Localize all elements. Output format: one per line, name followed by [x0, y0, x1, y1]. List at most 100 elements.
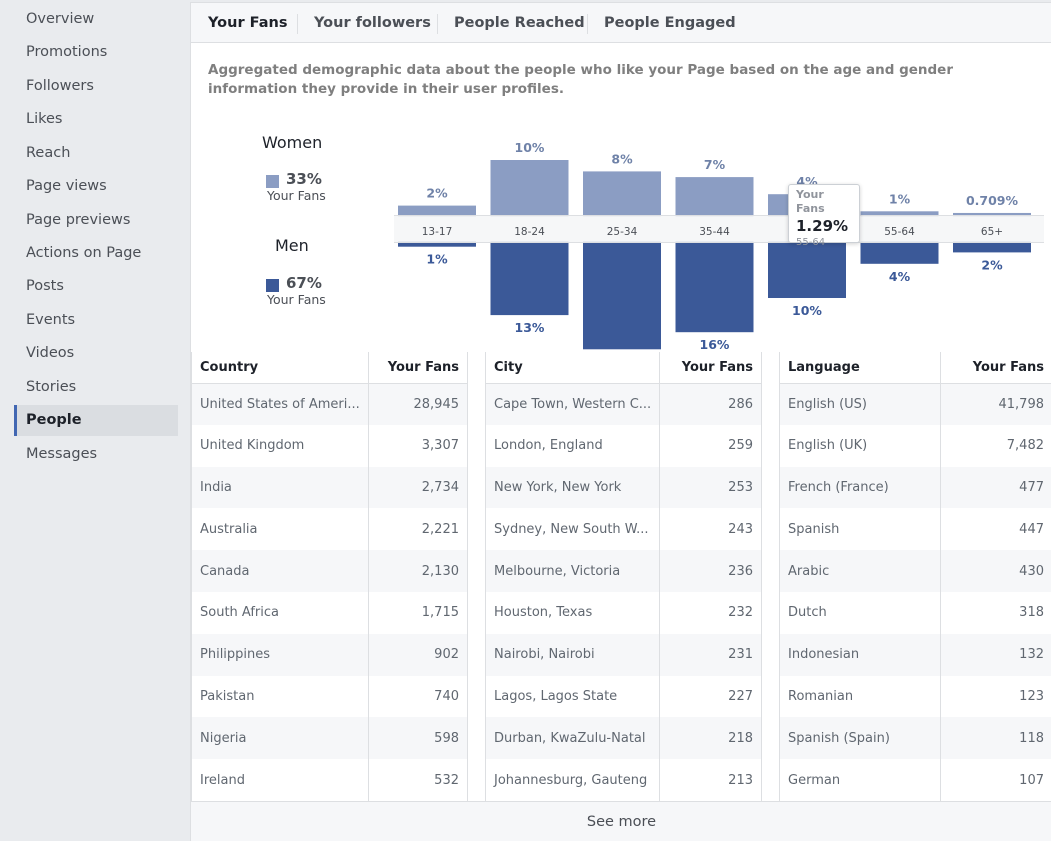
table-cell-fans: 2,130	[368, 550, 467, 592]
table-row: Cape Town, Western C... 286	[486, 383, 761, 425]
sidebar-item-page-previews[interactable]: Page previews	[26, 212, 131, 228]
tab-your-fans[interactable]: Your Fans	[208, 15, 288, 31]
table-cell-name: Johannesburg, Gauteng	[486, 759, 661, 801]
legend-women-swatch	[266, 175, 279, 188]
table-cell-fans: 227	[659, 675, 761, 718]
bar-men-65+[interactable]	[953, 241, 1031, 253]
sidebar-item-stories[interactable]: Stories	[26, 379, 77, 395]
table-row: India 2,734	[192, 466, 467, 509]
table-row: Johannesburg, Gauteng 213	[486, 759, 761, 801]
table-row: Spanish (Spain) 118	[780, 717, 1051, 760]
bar-women-65+[interactable]	[953, 212, 1031, 217]
sidebar-item-people[interactable]: People	[14, 405, 178, 436]
table-row: German 107	[780, 759, 1051, 801]
table-cell-name: Sydney, New South W...	[486, 508, 661, 551]
legend-men-title: Men	[275, 236, 309, 255]
table-row: Spanish 447	[780, 508, 1051, 551]
sidebar-item-page-views[interactable]: Page views	[26, 178, 107, 194]
table-cell-name: Cape Town, Western C...	[486, 383, 661, 425]
table-cell-name: Houston, Texas	[486, 591, 661, 634]
age-tick-label: 25-34	[607, 226, 638, 238]
bar-label-men: 2%	[981, 257, 1003, 272]
bar-women-18-24[interactable]	[490, 160, 569, 217]
sidebar-item-promotions[interactable]: Promotions	[26, 44, 108, 60]
table-header-row: City Your Fans	[486, 352, 761, 384]
main-panel: Your Fans Your followers People Reached …	[190, 2, 1051, 841]
table-cell-fans: 243	[659, 508, 761, 551]
sidebar-item-videos[interactable]: Videos	[26, 345, 75, 361]
table-cell-name: New York, New York	[486, 466, 661, 509]
city-table: City Your Fans Cape Town, Western C... 28…	[486, 352, 761, 801]
legend-women-title: Women	[262, 133, 323, 152]
tab-people-reached[interactable]: People Reached	[454, 15, 585, 31]
bar-women-25-34[interactable]	[583, 171, 661, 217]
bar-women-13-17[interactable]	[398, 205, 476, 217]
table-cell-fans: 740	[368, 675, 467, 718]
table-cell-fans: 532	[368, 759, 467, 801]
tab-your-followers[interactable]: Your followers	[314, 15, 431, 31]
age-gender-chart-svg: 2%1%10%13%8%19%7%16%4%10%1%4%0.709%2%	[398, 140, 1031, 369]
tab-people-engaged[interactable]: People Engaged	[604, 15, 736, 31]
table-cell-name: London, England	[486, 424, 661, 467]
bar-men-25-34[interactable]	[583, 241, 661, 350]
sidebar-item-overview[interactable]: Overview	[26, 11, 95, 27]
table-cell-name: Romanian	[780, 675, 941, 718]
tab-bar: Your Fans Your followers People Reached …	[191, 3, 1051, 43]
table-cell-fans: 286	[659, 383, 761, 425]
table-row: Romanian 123	[780, 675, 1051, 718]
table-cell-name: Ireland	[192, 759, 369, 801]
sidebar-item-reach[interactable]: Reach	[26, 145, 71, 161]
table-cell-name: Australia	[192, 508, 369, 551]
bar-women-35-44[interactable]	[675, 177, 754, 217]
table-cell-fans: 1,715	[368, 591, 467, 634]
legend-men-percent: 67%	[286, 274, 322, 292]
table-cell-name: United Kingdom	[192, 424, 369, 467]
table-cell-name: English (US)	[780, 383, 941, 425]
legend-men-label: Your Fans	[267, 292, 326, 307]
sidebar-item-messages[interactable]: Messages	[26, 446, 98, 462]
page-description: Aggregated demographic data about the pe…	[208, 62, 953, 97]
table-cell-fans: 902	[368, 633, 467, 676]
bar-label-men: 10%	[792, 303, 822, 318]
bar-men-13-17[interactable]	[398, 241, 476, 247]
language-table-panel: Language Your Fans English (US) 41,798 Eng…	[779, 352, 1051, 803]
sidebar-item-events[interactable]: Events	[26, 312, 76, 328]
table-row: Houston, Texas 232	[486, 591, 761, 634]
table-row: Canada 2,130	[192, 550, 467, 592]
table-row: New York, New York 253	[486, 466, 761, 509]
bar-men-18-24[interactable]	[490, 241, 569, 316]
table-cell-fans: 447	[940, 508, 1051, 551]
table-cell-fans: 318	[940, 591, 1051, 634]
table-cell-name: Arabic	[780, 550, 941, 592]
table-cell-fans: 477	[940, 466, 1051, 509]
sidebar-item-followers[interactable]: Followers	[26, 78, 94, 94]
table-cell-fans: 132	[940, 633, 1051, 676]
table-row: South Africa 1,715	[192, 591, 467, 634]
legend-men-swatch	[266, 279, 279, 292]
bar-men-45-54[interactable]	[768, 241, 846, 298]
sidebar-item-posts[interactable]: Posts	[26, 278, 64, 294]
table-row: Sydney, New South W... 243	[486, 508, 761, 551]
see-more-button[interactable]: See more	[191, 801, 1051, 841]
bar-men-55-64[interactable]	[860, 241, 939, 264]
table-cell-fans: 118	[940, 717, 1051, 760]
sidebar-item-actions-on-page[interactable]: Actions on Page	[26, 245, 142, 261]
legend-women-percent: 33%	[286, 170, 322, 188]
table-cell-name: French (France)	[780, 466, 941, 509]
bar-women-55-64[interactable]	[860, 211, 939, 217]
table-cell-fans: 41,798	[940, 383, 1051, 425]
table-row: United States of Ameri... 28,945	[192, 383, 467, 425]
table-cell-name: South Africa	[192, 591, 369, 634]
table-row: Pakistan 740	[192, 675, 467, 718]
table-cell-name: United States of Ameri...	[192, 383, 369, 425]
bar-men-35-44[interactable]	[675, 241, 754, 333]
bar-label-men: 13%	[515, 320, 545, 335]
column-header-your-fans: Your Fans	[940, 352, 1051, 384]
sidebar-item-likes[interactable]: Likes	[26, 111, 63, 127]
table-row: Nigeria 598	[192, 717, 467, 760]
table-cell-fans: 7,482	[940, 424, 1051, 467]
table-row: Australia 2,221	[192, 508, 467, 551]
table-row: Melbourne, Victoria 236	[486, 550, 761, 592]
age-tick-label: 65+	[981, 226, 1003, 238]
tab-separator	[297, 14, 298, 34]
